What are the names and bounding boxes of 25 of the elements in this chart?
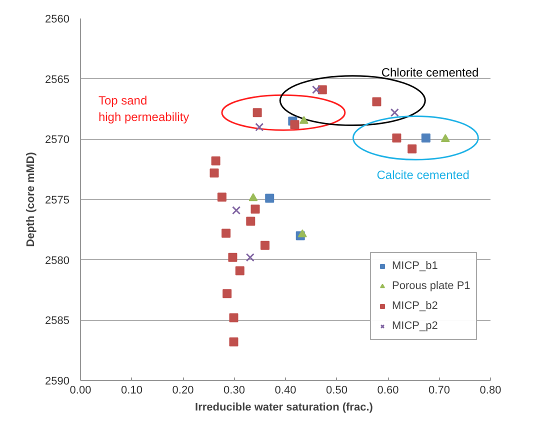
legend-label: MICP_b1 xyxy=(392,259,438,273)
x-tick-label: 0.70 xyxy=(428,384,450,396)
x-tick-label: 0.30 xyxy=(224,384,245,396)
x-tick-label: 0.00 xyxy=(70,384,92,396)
legend-label: MICP_p2 xyxy=(392,319,438,333)
y-axis-title: Depth (core mMD) xyxy=(25,152,38,247)
x-tick-label: 0.20 xyxy=(172,384,194,396)
y-tick-label: 2570 xyxy=(45,134,70,146)
y-tick-label: 2580 xyxy=(45,254,70,267)
x-tick-label: 0.50 xyxy=(326,384,348,396)
annotation: Calcite cemented xyxy=(376,168,470,182)
legend-label: Porous plate P1 xyxy=(392,279,470,293)
y-tick-label: 2585 xyxy=(45,315,70,328)
x-tick-label: 0.80 xyxy=(480,384,502,396)
annotation: Chlorite cemented xyxy=(381,66,479,80)
x-tick-label: 0.10 xyxy=(121,384,142,396)
x-tick-label: 0.60 xyxy=(377,384,399,396)
y-tick-label: 2575 xyxy=(45,194,70,206)
y-tick-label: 2560 xyxy=(45,14,70,26)
annotation: Top sand high permeability xyxy=(98,93,190,124)
y-tick-label: 2590 xyxy=(45,376,70,388)
x-tick-label: 0.40 xyxy=(274,384,296,396)
x-axis-title: Irreducible water saturation (frac.) xyxy=(195,402,374,414)
y-tick-label: 2565 xyxy=(45,74,70,86)
legend-label: MICP_b2 xyxy=(392,299,438,313)
